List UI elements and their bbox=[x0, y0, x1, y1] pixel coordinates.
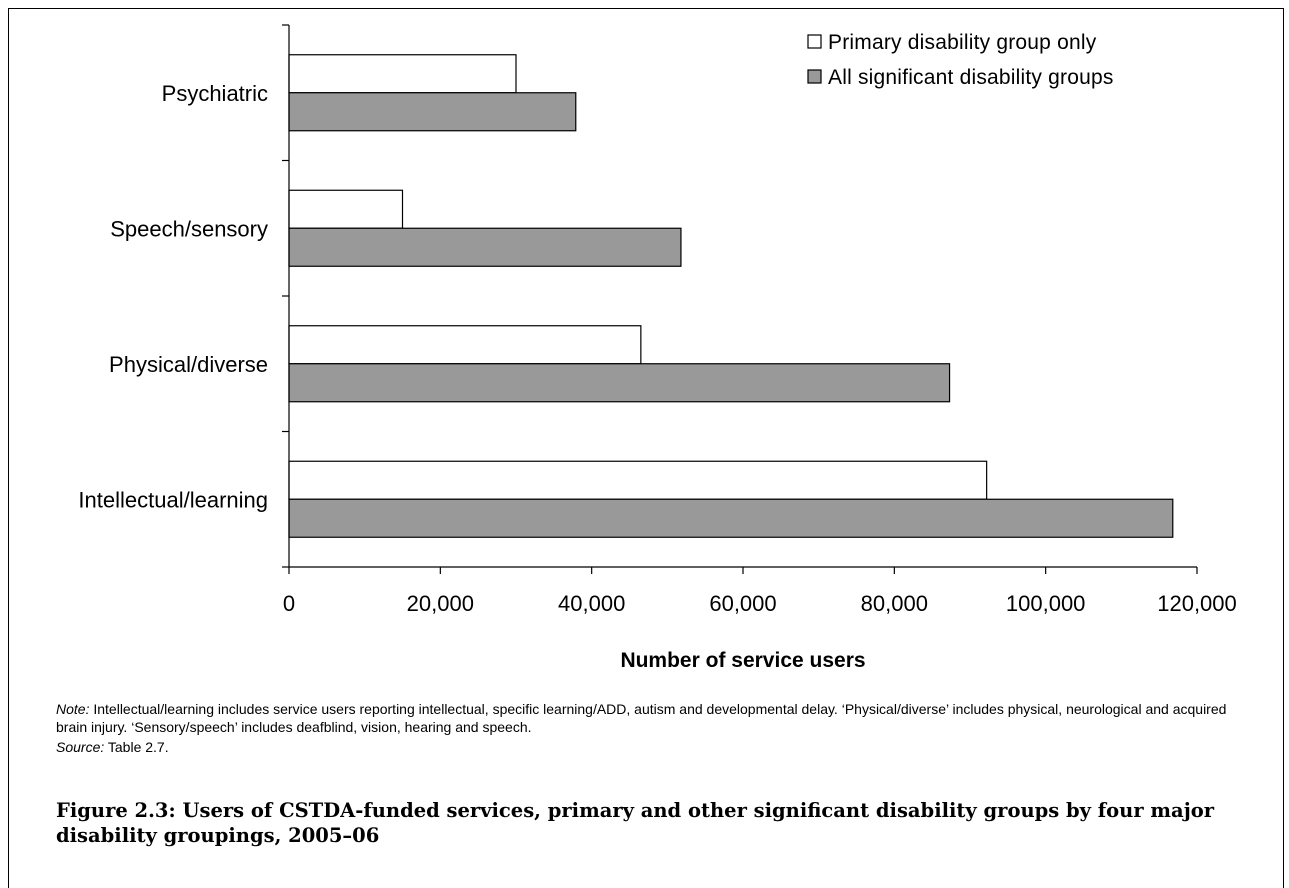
note-paragraph: Note: Intellectual/learning includes ser… bbox=[56, 700, 1256, 736]
figure-label: Figure 2.3: bbox=[56, 799, 176, 822]
bar-all-significant-speech-sensory bbox=[288, 227, 682, 267]
x-tick-label: 60,000 bbox=[709, 591, 776, 616]
x-tick-label: 40,000 bbox=[558, 591, 625, 616]
x-tick-label: 20,000 bbox=[407, 591, 474, 616]
bar-primary-speech-sensory bbox=[288, 189, 404, 229]
bar-chart: Psychiatric Speech/sensory Physical/divers… bbox=[78, 24, 1237, 672]
figure-caption-text: Users of CSTDA-funded services, primary … bbox=[56, 799, 1215, 847]
legend-swatch-primary bbox=[807, 34, 822, 49]
source-paragraph: Source: Table 2.7. bbox=[56, 738, 1256, 756]
bar-primary-psychiatric bbox=[288, 54, 517, 94]
x-tick-label: 0 bbox=[283, 591, 295, 616]
category-label: Physical/diverse bbox=[109, 352, 268, 377]
category-label: Psychiatric bbox=[162, 81, 268, 106]
category-label: Intellectual/learning bbox=[78, 487, 268, 512]
source-label: Source: bbox=[56, 739, 105, 755]
bar-primary-intellectual-learning bbox=[288, 460, 988, 500]
x-tick-label: 120,000 bbox=[1157, 591, 1237, 616]
note-text: Intellectual/learning includes service u… bbox=[56, 701, 1227, 735]
category-label: Speech/sensory bbox=[110, 216, 268, 241]
figure-frame bbox=[8, 8, 1284, 888]
bar-all-significant-physical-diverse bbox=[288, 363, 951, 403]
figure-notes: Note: Intellectual/learning includes ser… bbox=[56, 700, 1256, 756]
legend-label-all-significant: All significant disability groups bbox=[828, 66, 1114, 89]
x-tick-label: 100,000 bbox=[1006, 591, 1086, 616]
bar-all-significant-intellectual-learning bbox=[288, 498, 1174, 538]
legend-swatch-all-significant bbox=[807, 69, 822, 84]
legend-label-primary: Primary disability group only bbox=[828, 31, 1097, 54]
figure-caption: Figure 2.3: Users of CSTDA-funded servic… bbox=[56, 798, 1236, 848]
source-text: Table 2.7. bbox=[104, 739, 169, 755]
note-label: Note: bbox=[56, 701, 90, 717]
bar-all-significant-psychiatric bbox=[288, 92, 577, 132]
bar-primary-physical-diverse bbox=[288, 325, 642, 365]
x-axis-title: Number of service users bbox=[620, 649, 865, 672]
x-tick-label: 80,000 bbox=[861, 591, 928, 616]
